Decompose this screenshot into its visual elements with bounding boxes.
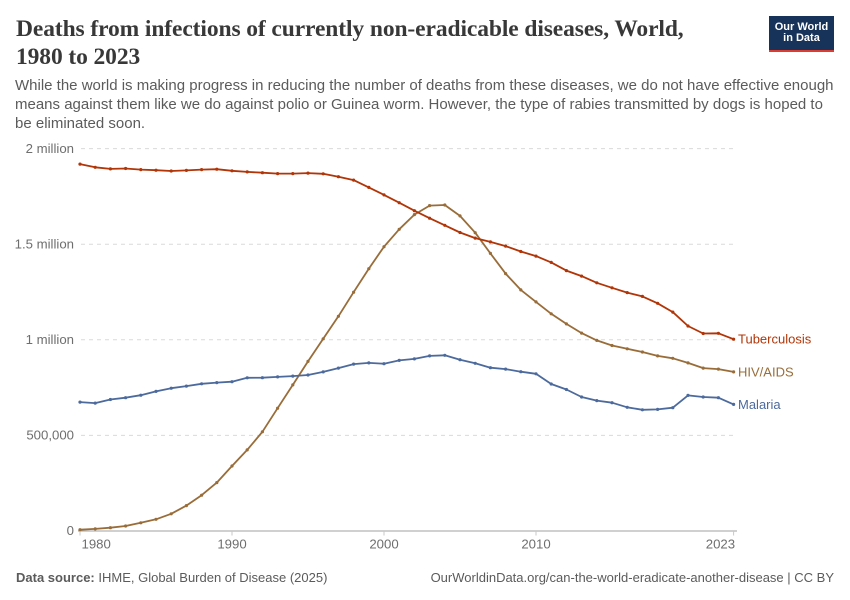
svg-text:2023: 2023: [706, 537, 735, 552]
svg-text:1 million: 1 million: [26, 332, 74, 347]
svg-text:1.5 million: 1.5 million: [15, 236, 74, 251]
svg-text:2010: 2010: [521, 537, 550, 552]
svg-text:2000: 2000: [369, 537, 398, 552]
svg-text:0: 0: [67, 523, 74, 538]
svg-text:Tuberculosis: Tuberculosis: [738, 332, 812, 347]
svg-text:1980: 1980: [82, 537, 111, 552]
svg-text:Malaria: Malaria: [738, 397, 781, 412]
svg-text:HIV/AIDS: HIV/AIDS: [738, 364, 794, 379]
svg-text:500,000: 500,000: [26, 428, 74, 443]
svg-text:1990: 1990: [217, 537, 246, 552]
svg-text:2 million: 2 million: [26, 141, 74, 156]
